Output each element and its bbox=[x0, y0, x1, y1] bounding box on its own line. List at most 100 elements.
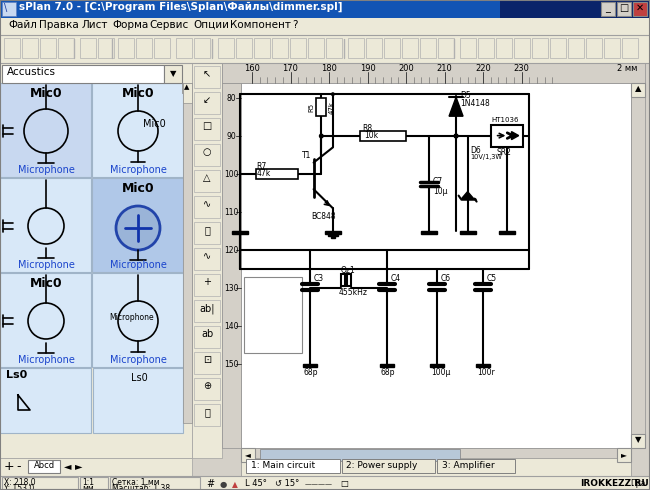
Bar bbox=[222, 63, 645, 83]
Text: □: □ bbox=[619, 3, 629, 13]
Text: 220: 220 bbox=[475, 64, 491, 73]
Bar bbox=[260, 449, 460, 461]
Circle shape bbox=[454, 133, 458, 139]
Text: Сетка: 1 мм: Сетка: 1 мм bbox=[112, 478, 160, 487]
Bar bbox=[194, 92, 220, 114]
Text: 68p: 68p bbox=[381, 368, 395, 377]
Text: Mic0: Mic0 bbox=[30, 87, 62, 100]
Text: 3: Amplifier: 3: Amplifier bbox=[442, 461, 495, 470]
Bar bbox=[0, 178, 91, 272]
Text: 100μ: 100μ bbox=[431, 368, 450, 377]
Text: Microphone: Microphone bbox=[18, 165, 75, 175]
Text: Microphone: Microphone bbox=[18, 260, 75, 270]
Text: Ls0: Ls0 bbox=[6, 370, 27, 380]
Bar bbox=[98, 38, 114, 58]
Text: 10k: 10k bbox=[364, 131, 378, 140]
Bar bbox=[218, 38, 234, 58]
Bar bbox=[586, 38, 602, 58]
Bar bbox=[328, 234, 338, 236]
Bar bbox=[631, 83, 645, 97]
Text: T1: T1 bbox=[302, 151, 311, 160]
Bar bbox=[380, 364, 394, 367]
Text: 2: Power supply: 2: Power supply bbox=[346, 461, 418, 470]
Bar bbox=[326, 38, 342, 58]
Text: 100: 100 bbox=[224, 170, 239, 178]
Bar bbox=[317, 98, 326, 116]
Bar bbox=[341, 459, 435, 473]
Bar bbox=[93, 368, 183, 433]
Text: ∿: ∿ bbox=[203, 199, 211, 209]
Text: 1:1: 1:1 bbox=[82, 478, 94, 487]
Text: ⌒: ⌒ bbox=[204, 225, 210, 235]
Bar bbox=[0, 63, 192, 458]
Bar bbox=[0, 18, 650, 35]
Text: Microphone: Microphone bbox=[110, 355, 166, 365]
Bar bbox=[92, 83, 183, 177]
Bar bbox=[194, 144, 220, 166]
Bar bbox=[192, 63, 222, 458]
Bar bbox=[460, 38, 476, 58]
Text: △: △ bbox=[203, 173, 211, 183]
Text: 47k: 47k bbox=[257, 169, 271, 178]
Bar bbox=[244, 276, 302, 353]
Text: ↺ 15°: ↺ 15° bbox=[275, 479, 299, 488]
Text: C6: C6 bbox=[441, 274, 451, 283]
Bar bbox=[438, 38, 454, 58]
Text: BC848: BC848 bbox=[311, 212, 336, 221]
Text: _: _ bbox=[606, 3, 610, 13]
Bar bbox=[491, 124, 523, 147]
Bar bbox=[241, 458, 631, 476]
Text: +: + bbox=[4, 460, 14, 473]
Text: 90: 90 bbox=[226, 131, 236, 141]
Bar bbox=[194, 352, 220, 374]
Bar bbox=[2, 477, 78, 489]
Text: Mic0: Mic0 bbox=[122, 87, 154, 100]
Text: ↙: ↙ bbox=[203, 95, 211, 105]
Bar bbox=[176, 38, 192, 58]
Bar bbox=[194, 66, 220, 88]
Text: ⊡: ⊡ bbox=[203, 355, 211, 365]
Bar bbox=[604, 38, 620, 58]
Text: Масштаб: 1,38: Масштаб: 1,38 bbox=[112, 484, 170, 490]
Text: +: + bbox=[203, 277, 211, 287]
Text: C5: C5 bbox=[487, 274, 497, 283]
Polygon shape bbox=[462, 192, 474, 198]
Text: 47k: 47k bbox=[328, 100, 334, 114]
Text: R5: R5 bbox=[308, 102, 315, 112]
Text: 180: 180 bbox=[321, 64, 337, 73]
Bar bbox=[0, 273, 91, 367]
Text: ▲: ▲ bbox=[185, 84, 190, 90]
Bar bbox=[118, 38, 134, 58]
Bar bbox=[308, 38, 324, 58]
Text: 10V/1,3W: 10V/1,3W bbox=[471, 154, 502, 160]
Text: Файл: Файл bbox=[8, 20, 37, 30]
Text: ?: ? bbox=[292, 20, 297, 30]
Bar bbox=[348, 38, 364, 58]
Bar bbox=[402, 38, 418, 58]
Bar bbox=[110, 477, 200, 489]
Text: □: □ bbox=[340, 479, 348, 488]
Bar bbox=[500, 0, 650, 18]
Bar bbox=[0, 476, 650, 490]
Bar bbox=[0, 35, 650, 63]
Bar bbox=[478, 38, 494, 58]
Circle shape bbox=[331, 92, 335, 96]
Circle shape bbox=[454, 133, 458, 139]
Bar bbox=[136, 38, 152, 58]
Text: ▲: ▲ bbox=[232, 480, 238, 489]
Bar bbox=[601, 2, 615, 16]
Bar bbox=[622, 38, 638, 58]
Bar bbox=[164, 65, 182, 83]
Bar bbox=[325, 231, 341, 234]
Text: 190: 190 bbox=[359, 64, 376, 73]
Text: R8: R8 bbox=[362, 124, 372, 133]
Text: 230: 230 bbox=[514, 64, 530, 73]
Bar bbox=[290, 38, 306, 58]
Bar bbox=[194, 222, 220, 244]
Bar bbox=[194, 248, 220, 270]
Bar bbox=[241, 448, 255, 462]
Bar bbox=[0, 83, 91, 177]
Bar bbox=[80, 477, 108, 489]
Bar bbox=[92, 273, 183, 367]
Text: 150: 150 bbox=[224, 360, 239, 368]
